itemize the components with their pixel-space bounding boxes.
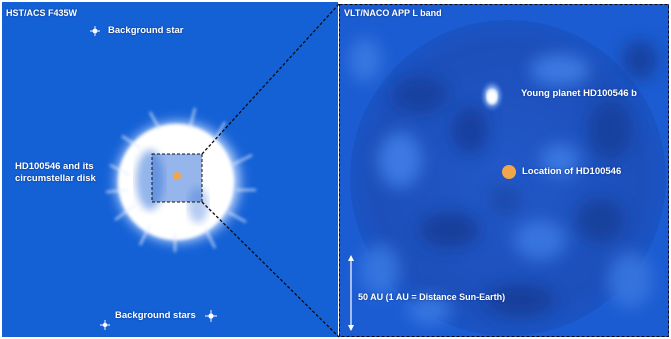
star-location-marker	[502, 165, 516, 179]
scale-bar	[348, 255, 354, 331]
location-label: Location of HD100546	[522, 166, 622, 177]
star-disk-label: HD100546 and its circumstellar disk	[15, 161, 96, 184]
planet-core	[487, 90, 497, 104]
left-panel-title: HST/ACS F435W	[6, 8, 78, 18]
background-star-label: Background star	[108, 25, 184, 36]
right-panel-frame	[339, 4, 669, 337]
scale-label: 50 AU (1 AU = Distance Sun-Earth)	[358, 292, 506, 302]
zoom-connector-bottom	[201, 201, 340, 338]
planet-label: Young planet HD100546 b	[521, 88, 637, 99]
zoom-connector-top	[201, 3, 340, 155]
star-marker-left	[173, 172, 181, 180]
background-stars-label: Background stars	[115, 310, 196, 321]
background-stars-icon	[100, 310, 217, 330]
background-star-icon	[90, 26, 100, 36]
zoom-box	[151, 153, 203, 203]
right-panel-title: VLT/NACO APP L band	[344, 8, 442, 18]
